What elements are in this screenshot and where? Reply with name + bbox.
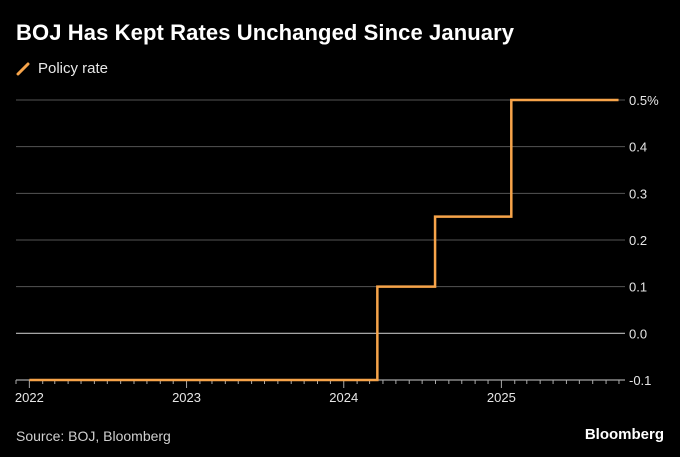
y-tick-label: 0.4 <box>629 140 647 155</box>
legend-swatch-icon <box>16 62 30 75</box>
source-note: Source: BOJ, Bloomberg <box>16 428 171 444</box>
series-layer <box>29 98 619 382</box>
legend-label: Policy rate <box>38 60 109 77</box>
x-tick-label: 2024 <box>329 390 358 405</box>
brand-logo: Bloomberg <box>584 426 664 443</box>
y-tick-label: 0.5% <box>629 93 659 108</box>
legend: Policy rate <box>16 60 108 77</box>
x-tick-label: 2022 <box>15 390 44 405</box>
x-tick-label: 2025 <box>487 390 516 405</box>
chart-title: BOJ Has Kept Rates Unchanged Since Janua… <box>16 20 515 45</box>
y-axis-labels: 0.5% 0.4 0.3 0.2 0.1 0.0 -0.1 <box>629 93 659 388</box>
y-tick-label: 0.1 <box>629 280 647 295</box>
y-tick-label: 0.3 <box>629 186 647 201</box>
series-line-policy-rate <box>29 98 619 382</box>
x-axis: 2022 2023 2024 2025 <box>15 379 625 405</box>
y-tick-label: 0.2 <box>629 233 647 248</box>
y-tick-label: 0.0 <box>629 326 647 341</box>
x-tick-label: 2023 <box>172 390 201 405</box>
grid-lines <box>16 99 625 334</box>
y-tick-label: -0.1 <box>629 373 651 388</box>
